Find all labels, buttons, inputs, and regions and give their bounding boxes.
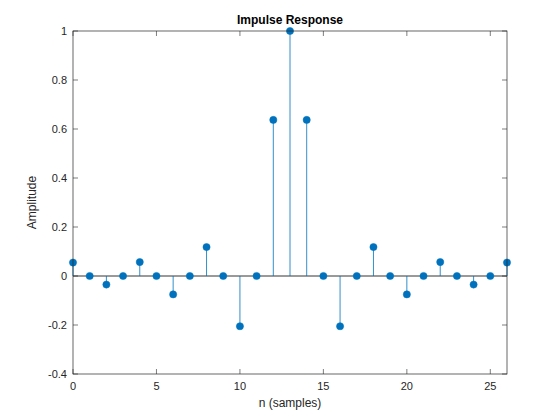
stem — [420, 272, 427, 279]
x-tick-top — [406, 31, 407, 36]
x-tick-label: 25 — [484, 380, 496, 392]
y-tick-label: 0.8 — [52, 74, 67, 86]
stem-marker — [119, 272, 126, 279]
y-tick — [73, 325, 78, 326]
y-tick — [73, 227, 78, 228]
stem-marker — [336, 323, 343, 330]
stem-marker — [136, 258, 143, 265]
stem-marker — [437, 258, 444, 265]
y-tick-label: -0.4 — [48, 368, 67, 380]
stem — [320, 272, 327, 279]
stem — [387, 272, 394, 279]
x-tick-top — [156, 31, 157, 36]
stem — [353, 272, 360, 279]
y-tick-label: -0.2 — [48, 319, 67, 331]
stem — [253, 272, 260, 279]
x-tick-label: 15 — [317, 380, 329, 392]
stem-marker — [186, 272, 193, 279]
x-tick — [239, 369, 240, 374]
stem-marker — [387, 272, 394, 279]
x-tick-top — [239, 31, 240, 36]
x-tick-label: 20 — [401, 380, 413, 392]
stem-line — [206, 247, 207, 276]
stem-marker — [236, 323, 243, 330]
stem — [203, 243, 210, 276]
stem-line — [373, 247, 374, 276]
y-tick-right — [502, 178, 507, 179]
x-tick-top — [323, 31, 324, 36]
y-tick — [73, 129, 78, 130]
y-tick-label: 0 — [61, 270, 67, 282]
stem-line — [290, 31, 291, 276]
x-axis-label: n (samples) — [259, 396, 322, 410]
x-tick — [156, 369, 157, 374]
stem-marker — [203, 243, 210, 250]
stem-line — [239, 276, 240, 326]
y-tick — [73, 80, 78, 81]
stem — [86, 272, 93, 279]
stem — [119, 272, 126, 279]
stem-line — [306, 120, 307, 276]
stem — [453, 272, 460, 279]
y-tick-right — [502, 80, 507, 81]
stem — [153, 272, 160, 279]
stem-marker — [320, 272, 327, 279]
stem-marker — [353, 272, 360, 279]
stem-marker — [420, 272, 427, 279]
y-tick — [73, 178, 78, 179]
x-tick — [490, 369, 491, 374]
stem-marker — [86, 272, 93, 279]
chart: 0 5 10 15 20 25 -0.4 -0.2 0 0.2 0.4 0.6 0.8 1 Impulse … — [0, 0, 560, 420]
stem-marker — [220, 272, 227, 279]
stem-marker — [253, 272, 260, 279]
stem-marker — [153, 272, 160, 279]
stem — [220, 272, 227, 279]
stem — [286, 27, 293, 276]
y-tick-right — [502, 325, 507, 326]
stem — [170, 276, 177, 298]
stem-marker — [303, 116, 310, 123]
stem — [370, 243, 377, 276]
plot-area — [73, 31, 507, 374]
stems — [69, 27, 510, 329]
stem-marker — [403, 291, 410, 298]
stem-marker — [370, 243, 377, 250]
stem — [303, 116, 310, 276]
y-tick-label: 0.6 — [52, 123, 67, 135]
x-tick — [406, 369, 407, 374]
stem — [236, 276, 243, 330]
x-tick-label: 0 — [70, 380, 76, 392]
axes-box — [73, 31, 507, 374]
y-tick-label: 0.4 — [52, 172, 67, 184]
stem — [136, 258, 143, 276]
stem-marker — [103, 281, 110, 288]
stem-marker — [470, 281, 477, 288]
stem — [437, 258, 444, 276]
y-axis-label: Amplitude — [25, 176, 39, 230]
y-tick-label: 1 — [61, 25, 67, 37]
stem — [487, 272, 494, 279]
background — [0, 0, 560, 420]
y-tick-label: 0.2 — [52, 221, 67, 233]
stem — [186, 272, 193, 279]
stem — [103, 276, 110, 288]
x-tick-top — [490, 31, 491, 36]
x-tick — [323, 369, 324, 374]
x-tick-label: 5 — [153, 380, 159, 392]
stem-marker — [270, 116, 277, 123]
stem-marker — [170, 291, 177, 298]
title: Impulse Response — [237, 13, 343, 27]
x-tick-label: 10 — [234, 380, 246, 392]
y-tick-right — [502, 227, 507, 228]
stem-line — [340, 276, 341, 326]
stem — [270, 116, 277, 276]
y-tick-right — [502, 129, 507, 130]
stem-line — [273, 120, 274, 276]
stem — [470, 276, 477, 288]
stem-marker — [453, 272, 460, 279]
stem-marker — [487, 272, 494, 279]
stem — [403, 276, 410, 298]
stem — [336, 276, 343, 330]
